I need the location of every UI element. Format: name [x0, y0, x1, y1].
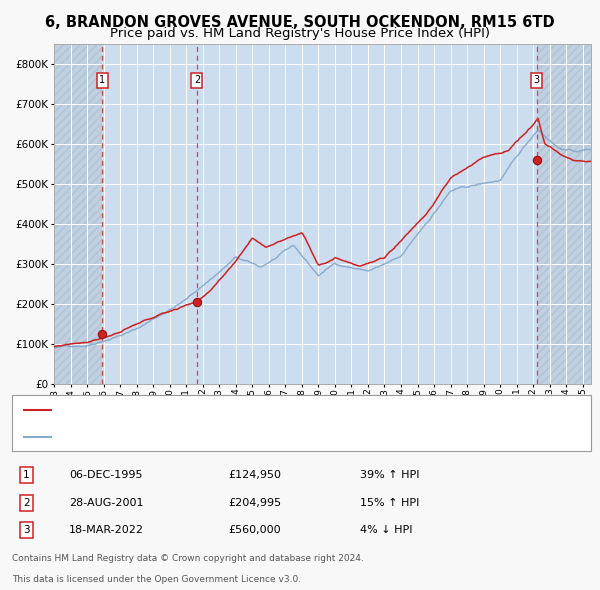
Text: Contains HM Land Registry data © Crown copyright and database right 2024.: Contains HM Land Registry data © Crown c…: [12, 555, 364, 563]
Text: £124,950: £124,950: [228, 470, 281, 480]
Text: 3: 3: [533, 75, 540, 85]
Bar: [54, 44, 102, 384]
Text: 06-DEC-1995: 06-DEC-1995: [69, 470, 143, 480]
Bar: [536, 44, 591, 384]
Text: 28-AUG-2001: 28-AUG-2001: [69, 498, 143, 507]
Text: 1: 1: [23, 470, 30, 480]
Text: £204,995: £204,995: [228, 498, 281, 507]
Text: This data is licensed under the Open Government Licence v3.0.: This data is licensed under the Open Gov…: [12, 575, 301, 584]
Text: 18-MAR-2022: 18-MAR-2022: [69, 526, 144, 535]
Text: 4% ↓ HPI: 4% ↓ HPI: [360, 526, 413, 535]
Text: Price paid vs. HM Land Registry's House Price Index (HPI): Price paid vs. HM Land Registry's House …: [110, 27, 490, 40]
Text: HPI: Average price, detached house, Thurrock: HPI: Average price, detached house, Thur…: [54, 432, 293, 441]
Text: 6, BRANDON GROVES AVENUE, SOUTH OCKENDON, RM15 6TD: 6, BRANDON GROVES AVENUE, SOUTH OCKENDON…: [45, 15, 555, 30]
Text: 6, BRANDON GROVES AVENUE, SOUTH OCKENDON, RM15 6TD (detached house): 6, BRANDON GROVES AVENUE, SOUTH OCKENDON…: [54, 405, 474, 415]
Bar: [102, 44, 536, 384]
Text: £560,000: £560,000: [228, 526, 281, 535]
Text: 1: 1: [99, 75, 106, 85]
Text: 2: 2: [194, 75, 200, 85]
Text: 2: 2: [23, 498, 30, 507]
Text: 15% ↑ HPI: 15% ↑ HPI: [360, 498, 419, 507]
Text: 39% ↑ HPI: 39% ↑ HPI: [360, 470, 419, 480]
Text: 3: 3: [23, 526, 30, 535]
